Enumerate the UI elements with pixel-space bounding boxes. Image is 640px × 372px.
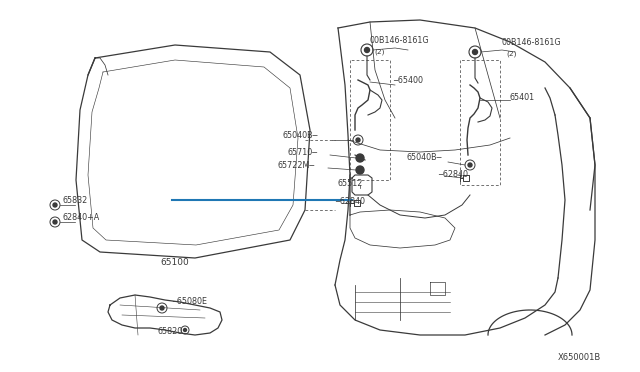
Text: 65512: 65512 xyxy=(338,179,364,188)
Circle shape xyxy=(53,203,57,207)
Text: 65401: 65401 xyxy=(510,93,535,102)
Text: 65722M─: 65722M─ xyxy=(278,161,315,170)
Text: X650001B: X650001B xyxy=(558,353,601,362)
Circle shape xyxy=(53,220,57,224)
Text: 65040B─: 65040B─ xyxy=(406,153,442,162)
Circle shape xyxy=(356,154,364,162)
Circle shape xyxy=(356,138,360,142)
Circle shape xyxy=(160,306,164,310)
Text: ─62840: ─62840 xyxy=(335,197,365,206)
Text: 65832: 65832 xyxy=(62,196,87,205)
Text: 65100: 65100 xyxy=(160,258,189,267)
Text: 65040B─: 65040B─ xyxy=(282,131,318,140)
Text: 00B146-8161G: 00B146-8161G xyxy=(502,38,562,47)
Text: 65710─: 65710─ xyxy=(288,148,318,157)
Circle shape xyxy=(184,328,186,331)
Text: 00B146-8161G: 00B146-8161G xyxy=(370,36,429,45)
Text: (2): (2) xyxy=(374,48,385,55)
Circle shape xyxy=(365,48,369,52)
Text: ─65080E: ─65080E xyxy=(172,297,207,306)
Text: (2): (2) xyxy=(506,50,516,57)
Text: ─65400: ─65400 xyxy=(393,76,423,85)
Text: 65820: 65820 xyxy=(158,327,183,336)
Text: 62840+A: 62840+A xyxy=(62,213,99,222)
Text: ─62840: ─62840 xyxy=(438,170,468,179)
Circle shape xyxy=(472,49,477,55)
Circle shape xyxy=(356,166,364,174)
Circle shape xyxy=(468,163,472,167)
